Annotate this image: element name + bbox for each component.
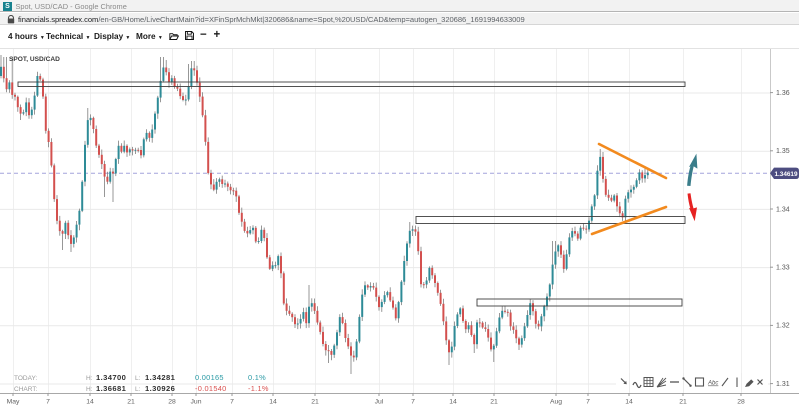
svg-text:7: 7 <box>230 399 234 406</box>
svg-text:21: 21 <box>311 399 319 406</box>
svg-text:TODAY:: TODAY: <box>14 375 37 382</box>
svg-text:28: 28 <box>737 399 745 406</box>
svg-text:14: 14 <box>86 399 94 406</box>
svg-text:Aug: Aug <box>550 399 562 406</box>
svg-text:-0.01540: -0.01540 <box>195 384 227 393</box>
svg-text:1.36: 1.36 <box>776 90 790 97</box>
svg-text:1.35: 1.35 <box>776 148 790 155</box>
svg-text:SPOT, USD/CAD: SPOT, USD/CAD <box>9 56 60 63</box>
svg-text:CHART:: CHART: <box>14 386 38 393</box>
svg-text:-1.1%: -1.1% <box>248 384 269 393</box>
svg-text:May: May <box>7 399 20 406</box>
svg-text:H:: H: <box>86 375 93 382</box>
svg-text:1.30926: 1.30926 <box>145 384 175 393</box>
svg-text:1.31: 1.31 <box>776 381 790 388</box>
svg-text:21: 21 <box>127 399 135 406</box>
svg-text:H:: H: <box>86 386 93 393</box>
svg-text:14: 14 <box>625 399 633 406</box>
svg-text:14: 14 <box>449 399 457 406</box>
svg-text:Jul: Jul <box>375 399 384 406</box>
svg-text:7: 7 <box>46 399 50 406</box>
svg-text:0.00165: 0.00165 <box>195 373 224 382</box>
svg-text:1.34: 1.34 <box>776 206 790 213</box>
svg-text:1.36681: 1.36681 <box>96 384 127 393</box>
svg-text:7: 7 <box>586 399 590 406</box>
svg-text:L:: L: <box>135 386 141 393</box>
svg-text:0.1%: 0.1% <box>248 373 266 382</box>
svg-text:Jun: Jun <box>191 399 202 406</box>
svg-text:L:: L: <box>135 375 141 382</box>
svg-text:28: 28 <box>168 399 176 406</box>
svg-text:Abc: Abc <box>707 381 718 387</box>
svg-text:1.33: 1.33 <box>776 265 790 272</box>
svg-text:21: 21 <box>679 399 687 406</box>
svg-text:14: 14 <box>269 399 277 406</box>
svg-text:1.34281: 1.34281 <box>145 373 176 382</box>
svg-text:1.34700: 1.34700 <box>96 373 126 382</box>
svg-text:21: 21 <box>490 399 498 406</box>
svg-text:1.34619: 1.34619 <box>774 171 798 178</box>
svg-text:1.32: 1.32 <box>776 323 790 330</box>
svg-text:7: 7 <box>411 399 415 406</box>
